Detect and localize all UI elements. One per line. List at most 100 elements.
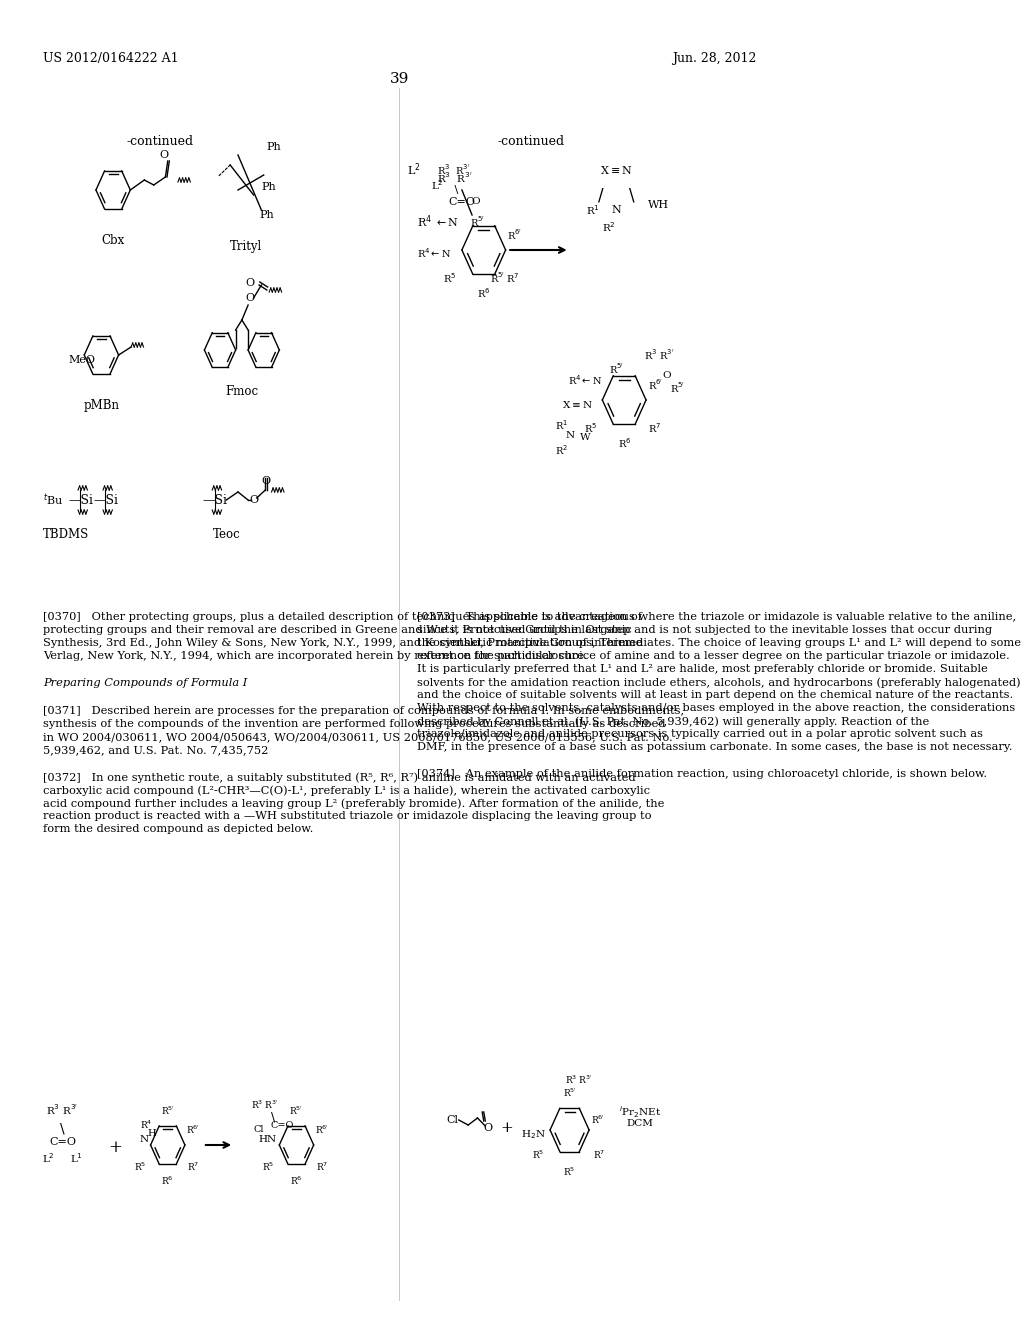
Text: R$^5$: R$^5$ (584, 421, 597, 434)
Text: R$^{5'}$: R$^{5'}$ (670, 380, 685, 395)
Text: N: N (139, 1135, 148, 1144)
Text: R$^5$: R$^5$ (563, 1166, 575, 1177)
Text: R$^7$: R$^7$ (316, 1160, 329, 1173)
Text: and the choice of suitable solvents will at least in part depend on the chemical: and the choice of suitable solvents will… (418, 690, 1014, 700)
Text: WH: WH (647, 201, 669, 210)
Text: O: O (483, 1123, 493, 1133)
Text: L$^1$: L$^1$ (70, 1151, 83, 1166)
Text: [0370]   Other protecting groups, plus a detailed description of techniques appl: [0370] Other protecting groups, plus a d… (43, 612, 642, 622)
Text: R$^7$: R$^7$ (187, 1160, 200, 1173)
Text: TBDMS: TBDMS (43, 528, 89, 541)
Text: R$^7$: R$^7$ (647, 421, 660, 434)
Text: described by Connell et al. (U.S. Pat. No. 5,939,462) will generally apply. Reac: described by Connell et al. (U.S. Pat. N… (418, 715, 930, 726)
Text: Ph: Ph (259, 210, 273, 220)
Text: R$^3$ R$^{3'}$: R$^3$ R$^{3'}$ (46, 1104, 79, 1117)
Text: —Si: —Si (69, 494, 93, 507)
Text: DCM: DCM (627, 1119, 653, 1129)
Text: C=O: C=O (449, 197, 475, 207)
Text: O: O (261, 477, 270, 486)
Text: O: O (249, 495, 258, 506)
Text: protecting groups and their removal are described in Greene and Wuts, Protective: protecting groups and their removal are … (43, 624, 632, 635)
Text: R$^6$: R$^6$ (617, 436, 631, 450)
Text: +: + (501, 1121, 514, 1135)
Text: \: \ (60, 1121, 65, 1135)
Text: $^t$Bu: $^t$Bu (43, 492, 63, 508)
Text: R$^3$ R$^{3'}$: R$^3$ R$^{3'}$ (251, 1098, 280, 1111)
Text: R$^6$: R$^6$ (477, 286, 490, 300)
Text: $^i$Pr$_2$NEt: $^i$Pr$_2$NEt (618, 1105, 660, 1119)
Text: L$^2$: L$^2$ (42, 1151, 55, 1166)
Text: MeO: MeO (69, 355, 95, 366)
Text: R$^3$ R$^{3'}$: R$^3$ R$^{3'}$ (565, 1074, 593, 1086)
Text: O: O (245, 293, 254, 304)
Text: R$^{5'}$: R$^{5'}$ (161, 1105, 175, 1118)
Text: /: / (598, 186, 603, 205)
Text: N: N (565, 430, 574, 440)
Text: Fmoc: Fmoc (225, 385, 258, 399)
Text: DMF, in the presence of a base such as potassium carbonate. In some cases, the b: DMF, in the presence of a base such as p… (418, 742, 1013, 752)
Text: Cl: Cl (254, 1126, 264, 1134)
Text: R$^7$: R$^7$ (506, 271, 519, 285)
Text: R$^{5'}$: R$^{5'}$ (609, 362, 624, 376)
Text: \: \ (629, 186, 635, 205)
Text: form the desired compound as depicted below.: form the desired compound as depicted be… (43, 824, 313, 834)
Text: R$^{5'}$: R$^{5'}$ (290, 1105, 303, 1118)
Text: R$^4$$\leftarrow$N: R$^4$$\leftarrow$N (417, 246, 451, 260)
Text: R$^3$  R$^{3'}$: R$^3$ R$^{3'}$ (437, 162, 471, 177)
Text: X$\equiv$N: X$\equiv$N (600, 164, 633, 176)
Text: N: N (611, 205, 622, 215)
Text: in WO 2004/030611, WO 2004/050643, WO/2004/030611, US 2008/0176850, US 2006/0135: in WO 2004/030611, WO 2004/050643, WO/20… (43, 733, 673, 742)
Text: H: H (147, 1129, 156, 1138)
Text: Jun. 28, 2012: Jun. 28, 2012 (672, 51, 756, 65)
Text: Ph: Ph (261, 182, 276, 191)
Text: synthesis of the compounds of the invention are performed following procedures s: synthesis of the compounds of the invent… (43, 719, 666, 729)
Text: R$^3$ R$^{3'}$: R$^3$ R$^{3'}$ (644, 347, 674, 362)
Text: R$^4$: R$^4$ (139, 1119, 153, 1131)
Text: R$^{6'}$: R$^{6'}$ (315, 1123, 330, 1137)
Text: [0373]   This scheme is advantageous where the triazole or imidazole is valuable: [0373] This scheme is advantageous where… (418, 612, 1017, 622)
Text: R$^1$: R$^1$ (586, 203, 600, 216)
Text: [0371]   Described herein are processes for the preparation of compounds of form: [0371] Described herein are processes fo… (43, 706, 684, 715)
Text: Cbx: Cbx (101, 234, 125, 247)
Text: R$^{6'}$: R$^{6'}$ (647, 378, 663, 392)
Text: R$^5$: R$^5$ (133, 1160, 145, 1173)
Text: Synthesis, 3rd Ed., John Wiley & Sons, New York, N.Y., 1999, and Kocienski, Prot: Synthesis, 3rd Ed., John Wiley & Sons, N… (43, 638, 642, 648)
Text: R$^5$: R$^5$ (262, 1160, 274, 1173)
Text: [0374]   An example of the anilide formation reaction, using chloroacetyl chlori: [0374] An example of the anilide formati… (418, 770, 987, 779)
Text: the synthetic manipulation of intermediates. The choice of leaving groups L¹ and: the synthetic manipulation of intermedia… (418, 638, 1021, 648)
Text: pMBn: pMBn (83, 399, 120, 412)
Text: US 2012/0164222 A1: US 2012/0164222 A1 (43, 51, 178, 65)
Text: extent on the particular choice of amine and to a lesser degree on the particula: extent on the particular choice of amine… (418, 651, 1011, 661)
Text: acid compound further includes a leaving group L² (preferably bromide). After fo: acid compound further includes a leaving… (43, 799, 665, 809)
Text: +: + (109, 1139, 123, 1156)
Text: Trityl: Trityl (229, 240, 262, 253)
Text: reaction product is reacted with a —WH substituted triazole or imidazole displac: reaction product is reacted with a —WH s… (43, 810, 651, 821)
Text: X$\equiv$N: X$\equiv$N (562, 400, 593, 411)
Text: -continued: -continued (126, 135, 194, 148)
Text: Ph: Ph (267, 143, 282, 152)
Text: Teoc: Teoc (212, 528, 241, 541)
Text: Cl: Cl (446, 1115, 459, 1125)
Text: solvents for the amidation reaction include ethers, alcohols, and hydrocarbons (: solvents for the amidation reaction incl… (418, 677, 1021, 688)
Text: R$^6$: R$^6$ (290, 1175, 303, 1187)
Text: [0372]   In one synthetic route, a suitably substituted (R⁵, R⁶, R⁷) aniline is : [0372] In one synthetic route, a suitabl… (43, 772, 636, 783)
Text: H$_2$N: H$_2$N (521, 1129, 546, 1142)
Text: O: O (245, 279, 254, 288)
Text: carboxylic acid compound (L²-CHR³—C(O)-L¹, preferably L¹ is a halide), wherein t: carboxylic acid compound (L²-CHR³—C(O)-L… (43, 785, 650, 796)
Text: \: \ (271, 1110, 275, 1123)
Text: R$^2$: R$^2$ (555, 444, 568, 457)
Text: R$^5$: R$^5$ (532, 1148, 545, 1162)
Text: R$^{6'}$: R$^{6'}$ (186, 1123, 201, 1137)
Text: R$^4$$\leftarrow$N: R$^4$$\leftarrow$N (568, 374, 602, 387)
Text: —Si: —Si (203, 494, 228, 507)
Text: R$^{5'}$: R$^{5'}$ (470, 215, 485, 230)
Text: R$^1$: R$^1$ (555, 418, 568, 432)
Text: 5,939,462, and U.S. Pat. No. 7,435,752: 5,939,462, and U.S. Pat. No. 7,435,752 (43, 744, 268, 755)
Text: triazole/imidazole and anilide precursors is typically carried out in a polar ap: triazole/imidazole and anilide precursor… (418, 729, 983, 739)
Text: L$^2$: L$^2$ (407, 162, 420, 178)
Text: C=O: C=O (270, 1121, 294, 1130)
Text: R$^4$ $\leftarrow$N: R$^4$ $\leftarrow$N (418, 214, 460, 230)
Text: O: O (663, 371, 672, 380)
Text: O: O (472, 198, 480, 206)
Text: R$^6$: R$^6$ (162, 1175, 174, 1187)
